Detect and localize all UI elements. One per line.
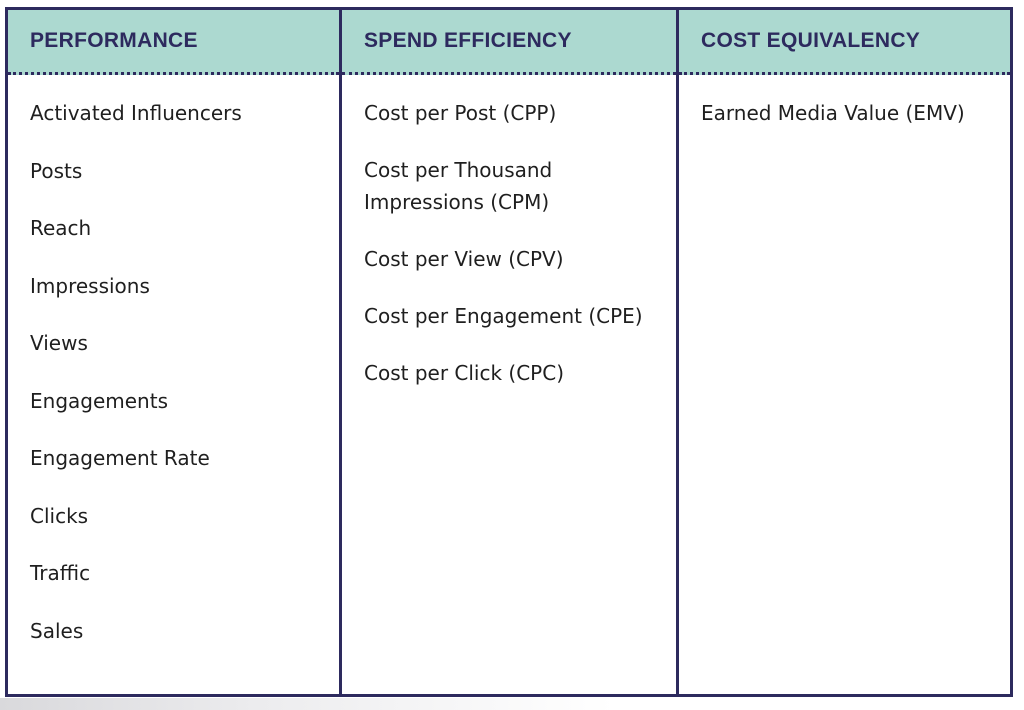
metrics-table: PERFORMANCE Activated Influencers Posts … [5,7,1013,697]
metric-item: Cost per View (CPV) [364,247,564,271]
metric-item: Views [30,331,88,355]
column-heading-performance: PERFORMANCE [8,10,339,75]
bottom-shadow [0,698,1024,710]
metric-item: Engagement Rate [30,446,210,470]
metric-item: Engagements [30,388,168,413]
metric-item: Earned Media Value (EMV) [701,101,965,125]
column-spend-efficiency: SPEND EFFICIENCY Cost per Post (CPP) Cos… [342,10,679,694]
column-list-cost-equivalency: Earned Media Value (EMV) [679,75,1010,154]
column-heading-cost-equivalency: COST EQUIVALENCY [679,10,1010,75]
column-list-performance: Activated Influencers Posts Reach Impres… [8,75,339,672]
metric-item: Traffic [30,561,91,585]
metric-item: Impressions [30,273,150,298]
metric-item: Reach [30,216,92,240]
column-heading-spend-efficiency: SPEND EFFICIENCY [342,10,676,75]
column-performance: PERFORMANCE Activated Influencers Posts … [8,10,342,694]
metric-item: Cost per Post (CPP) [364,101,557,125]
metric-item: Posts [30,158,83,183]
column-list-spend-efficiency: Cost per Post (CPP) Cost per Thousand Im… [342,75,676,414]
metric-item: Cost per Thousand Impressions (CPM) [364,158,553,214]
metric-item: Cost per Engagement (CPE) [364,304,643,328]
metric-item: Clicks [30,503,89,528]
metric-item: Sales [30,618,84,643]
column-cost-equivalency: COST EQUIVALENCY Earned Media Value (EMV… [679,10,1010,694]
metric-item: Cost per Click (CPC) [364,361,565,385]
metric-item: Activated Influencers [30,101,242,125]
